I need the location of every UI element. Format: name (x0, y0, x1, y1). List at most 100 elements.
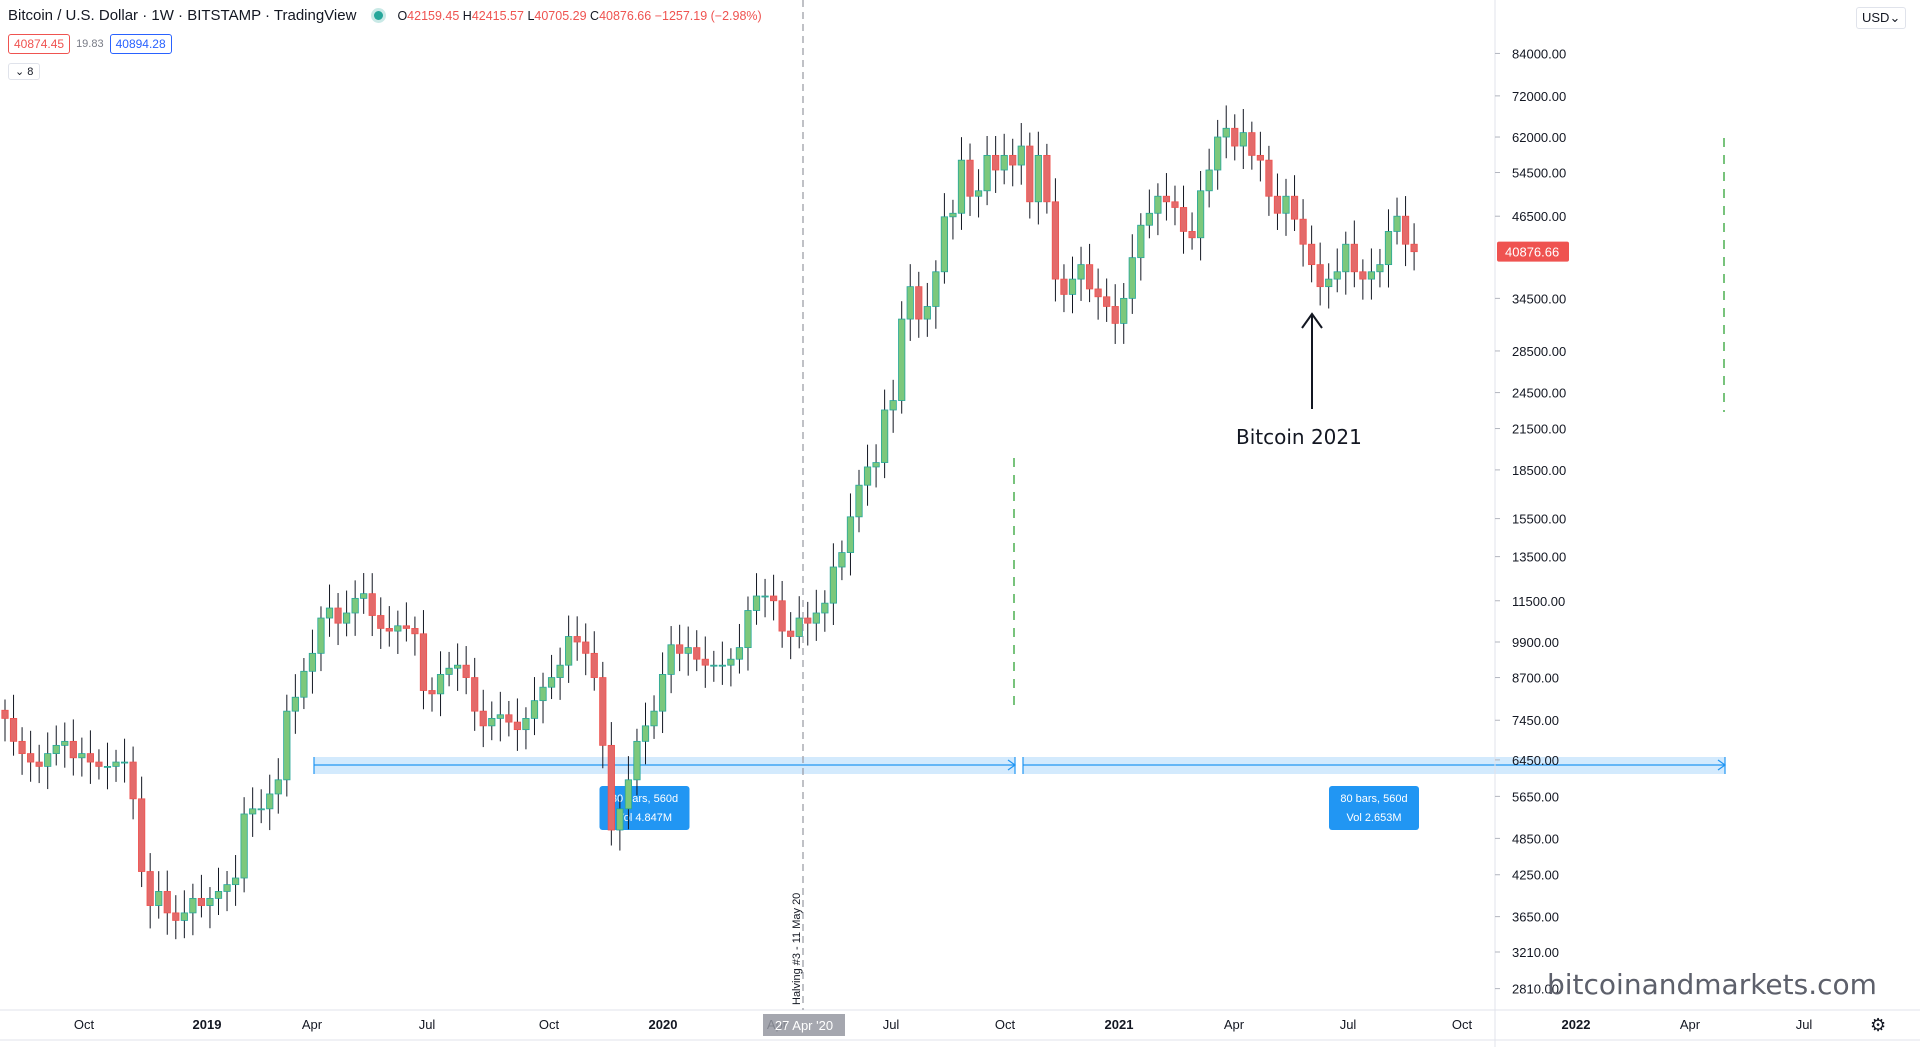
candle-body (27, 753, 35, 763)
candle-body (1000, 154, 1008, 171)
candle-body (360, 593, 368, 599)
candle-body (573, 636, 581, 643)
candle-body (1026, 145, 1034, 203)
candle-body (923, 306, 931, 320)
buy-price-button[interactable]: 40894.28 (109, 34, 172, 54)
time-tick-label: Oct (74, 1017, 95, 1032)
candle-body (889, 400, 897, 411)
ohlc-values: O42159.45 H42415.57 L40705.29 C40876.66 … (397, 8, 762, 23)
time-tick-label: 2020 (649, 1017, 678, 1032)
time-tick-label: Apr (302, 1017, 323, 1032)
candle-body (1333, 271, 1341, 280)
candle-body (821, 602, 829, 614)
candle-body (52, 744, 60, 754)
candle-body (1111, 306, 1119, 324)
candle-body (966, 159, 974, 197)
crosshair-time-tag (763, 1014, 845, 1036)
candle-body (812, 612, 820, 624)
candle-body (61, 740, 69, 746)
candle-body (146, 871, 154, 906)
time-tick-label: Jul (1340, 1017, 1357, 1032)
candle-body (1060, 278, 1068, 295)
candle-body (394, 625, 402, 632)
price-tick-label: 18500.00 (1512, 463, 1566, 478)
candle-body (103, 765, 112, 768)
candle-body (1248, 132, 1256, 156)
sell-price-button[interactable]: 40874.45 (8, 34, 71, 54)
time-tick-label: Oct (995, 1017, 1016, 1032)
candle-body (863, 466, 872, 486)
candle-body (582, 641, 590, 654)
price-axis[interactable]: 2810.00 3210.00 3650.00 4250.00 4850.00 5650.… (1494, 0, 1569, 1047)
candle-body (727, 658, 735, 666)
candle-body (120, 761, 129, 764)
candle-body (1162, 195, 1171, 203)
candle-body (308, 652, 317, 672)
chart-legend: Bitcoin / U.S. Dollar · 1W · BITSTAMP · … (8, 7, 762, 24)
candle-body (530, 700, 539, 719)
range-bars-label: 80 bars, 560d (611, 793, 678, 805)
candle-body (838, 552, 846, 568)
candle-body (1384, 231, 1393, 266)
time-tick-label: 2022 (1562, 1017, 1591, 1032)
close-value: 40876.66 (599, 8, 652, 23)
candle-body (86, 753, 94, 763)
time-tick-label: Apr (1680, 1017, 1701, 1032)
candle-body (718, 664, 726, 667)
candle-body (829, 566, 837, 604)
price-tick-label: 46500.00 (1512, 209, 1566, 224)
time-tick-label: Apr (1224, 1017, 1245, 1032)
candle-body (1273, 195, 1282, 214)
range-bars-label: 80 bars, 560d (1340, 793, 1407, 805)
price-tick-label: 54500.00 (1512, 166, 1566, 181)
candle-body (744, 610, 752, 649)
candle-body (710, 664, 718, 667)
candle-body (872, 462, 880, 468)
candle-body (752, 595, 761, 611)
price-tick-label: 13500.00 (1512, 550, 1566, 565)
price-tick-label: 4850.00 (1512, 831, 1559, 846)
candle-body (377, 615, 385, 629)
candle-body (454, 664, 462, 669)
candle-body (1051, 201, 1060, 280)
annotation-text[interactable]: Bitcoin 2021 (1236, 425, 1362, 449)
chevron-down-icon: ⌄ (1889, 10, 1901, 25)
price-tick-label: 84000.00 (1512, 46, 1566, 61)
price-tick-label: 3210.00 (1512, 945, 1559, 960)
candle-body (138, 798, 146, 872)
price-tick-label: 2810.00 (1512, 982, 1559, 997)
candle-body (1316, 264, 1324, 288)
price-tick-label: 9900.00 (1512, 635, 1559, 650)
currency-selector[interactable]: USD⌄ (1856, 7, 1907, 29)
candle-body (1299, 218, 1307, 245)
candle-body (1205, 169, 1213, 192)
candle-body (1034, 154, 1042, 203)
candle-body (342, 612, 351, 624)
candle-body (505, 714, 513, 723)
candle-body (565, 636, 573, 666)
candle-body (676, 644, 684, 654)
date-price-range-layer: 80 bars, 560d Vol 4.847M 80 bars, 560d Vol … (313, 757, 1727, 830)
candle-body (189, 897, 197, 914)
candle-body (846, 516, 855, 553)
gear-icon[interactable]: ⚙ (1870, 1015, 1887, 1035)
candle-body (1231, 127, 1239, 147)
symbol-title[interactable]: Bitcoin / U.S. Dollar · 1W · BITSTAMP · … (8, 7, 357, 24)
range-info-box (1329, 786, 1419, 830)
candle-body (274, 779, 282, 795)
spread-value: 19.83 (76, 38, 104, 50)
candle-body (795, 617, 803, 637)
candle-body (462, 664, 470, 678)
candle-body (78, 753, 86, 759)
candle-body (1188, 231, 1196, 239)
price-tick-label: 72000.00 (1512, 89, 1566, 104)
candle-body (291, 696, 299, 712)
candle-body (1077, 264, 1085, 280)
candle-body (488, 718, 496, 727)
candle-body (471, 677, 479, 712)
indicators-toggle[interactable]: ⌄ 8 (8, 63, 41, 80)
candle-body (641, 725, 650, 742)
candle-body (496, 714, 504, 719)
time-axis[interactable]: Oct 2019 Apr Jul Oct 2020 Apr Jul Oct 2021 Apr Jul O… (0, 1009, 1920, 1041)
